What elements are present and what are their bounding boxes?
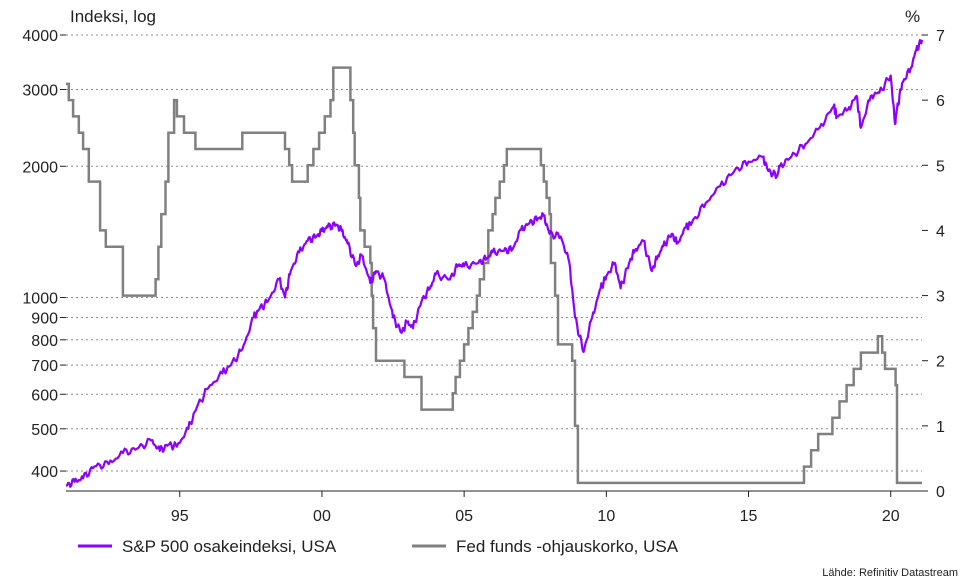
left-tick-label: 400 — [31, 464, 58, 481]
x-tick-label: 20 — [882, 508, 900, 525]
right-tick-label: 7 — [936, 28, 945, 45]
x-tick-label: 05 — [455, 508, 473, 525]
series-line-sp500 — [65, 39, 924, 488]
left-tick-label: 1000 — [22, 291, 58, 308]
right-axis-title: % — [905, 7, 920, 26]
left-tick-label: 600 — [31, 387, 58, 404]
right-tick-label: 6 — [936, 93, 945, 110]
x-tick-label: 10 — [597, 508, 615, 525]
x-tick-label: 95 — [171, 508, 189, 525]
left-tick-label: 700 — [31, 358, 58, 375]
series-line-fed-funds — [66, 66, 922, 485]
gridlines — [66, 34, 922, 472]
legend-label-sp500: S&P 500 osakeindeksi, USA — [122, 537, 337, 556]
left-tick-label: 800 — [31, 333, 58, 350]
left-tick-label: 2000 — [22, 159, 58, 176]
left-axis-ticks: 400 500 600 700 800 900 1000 2000 3000 4000 — [22, 28, 66, 481]
legend-label-fedfunds: Fed funds -ohjauskorko, USA — [456, 537, 679, 556]
left-tick-label: 4000 — [22, 28, 58, 45]
right-tick-label: 4 — [936, 223, 945, 240]
x-tick-label: 15 — [740, 508, 758, 525]
legend: S&P 500 osakeindeksi, USA Fed funds -ohj… — [78, 537, 679, 556]
x-tick-label: 00 — [313, 508, 331, 525]
left-axis-title: Indeksi, log — [70, 7, 156, 26]
x-axis-ticks: 95 00 05 10 15 20 — [171, 491, 900, 525]
right-tick-label: 5 — [936, 158, 945, 175]
left-tick-label: 900 — [31, 310, 58, 327]
right-tick-label: 1 — [936, 419, 945, 436]
source-note: Lähde: Refinitiv Datastream — [822, 567, 958, 579]
left-tick-label: 3000 — [22, 82, 58, 99]
right-tick-label: 0 — [936, 484, 945, 501]
series-lines — [65, 39, 924, 488]
right-tick-label: 2 — [936, 354, 945, 371]
right-axis-ticks: 0 1 2 3 4 5 6 7 — [922, 28, 945, 501]
left-tick-label: 500 — [31, 422, 58, 439]
right-tick-label: 3 — [936, 289, 945, 306]
